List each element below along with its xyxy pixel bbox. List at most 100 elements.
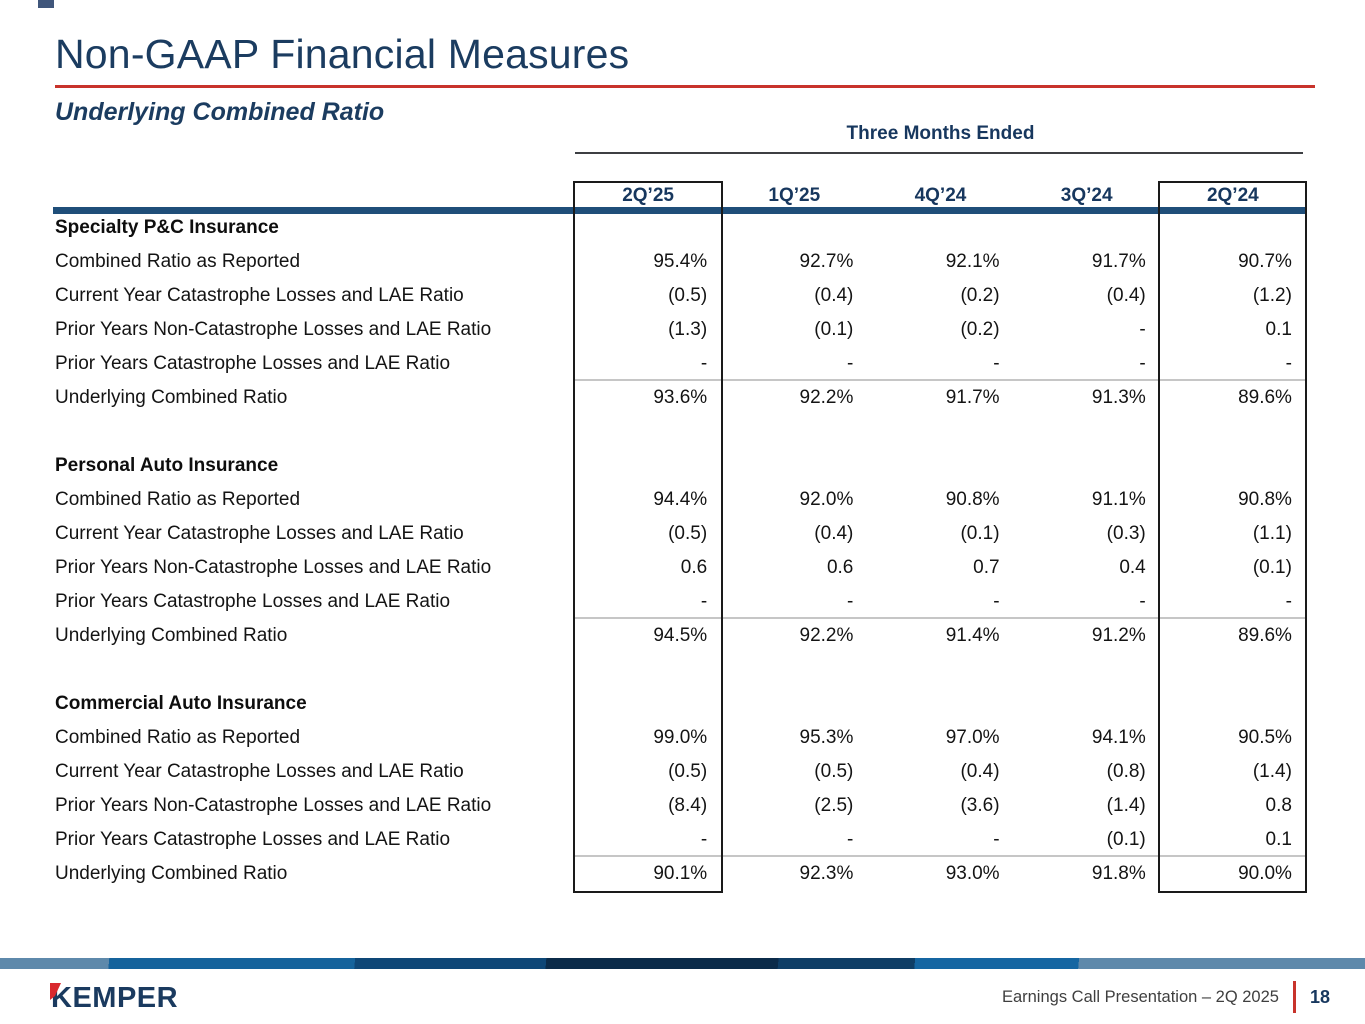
row-cells: - - - (0.1) 0.1	[575, 823, 1306, 857]
cell-value: 90.5%	[1238, 727, 1292, 748]
row-label: Combined Ratio as Reported	[55, 489, 301, 510]
period-header-underline	[575, 152, 1303, 154]
page-number: 18	[1309, 986, 1330, 1007]
row-label: Prior Years Non-Catastrophe Losses and L…	[55, 319, 492, 340]
cell-value: (1.2)	[1252, 285, 1292, 306]
subtitle: Underlying Combined Ratio	[55, 98, 385, 126]
cell-value: 90.8%	[1238, 489, 1292, 510]
cell-value: 92.0%	[799, 489, 854, 510]
table-row: Combined Ratio as Reported 99.0% 95.3% 97.0…	[55, 721, 1306, 755]
cell-value: -	[847, 591, 854, 612]
row-label: Combined Ratio as Reported	[55, 251, 301, 272]
cell-value: 0.6	[680, 557, 708, 578]
cell-value: -	[847, 829, 854, 850]
cell-value: (0.5)	[814, 761, 854, 782]
title-underline	[55, 85, 1315, 88]
table-body: Specialty P&C Insurance Combined Ratio as…	[55, 211, 1306, 891]
cell-value: -	[700, 829, 708, 850]
cell-value: 92.2%	[799, 625, 854, 646]
cell-value: (0.4)	[814, 523, 854, 544]
cell-value: (0.3)	[1106, 523, 1146, 544]
cell-value: -	[847, 353, 854, 374]
cell-value: 91.3%	[1091, 387, 1146, 408]
section-header-row: Personal Auto Insurance	[55, 449, 1306, 483]
table-row: Underlying Combined Ratio 94.5% 92.2% 91.4%…	[55, 619, 1306, 653]
row-cells: -----	[575, 585, 1306, 619]
row-label: Current Year Catastrophe Losses and LAE …	[55, 761, 464, 782]
cell-value: 93.0%	[945, 863, 1000, 884]
row-cells: 93.6% 92.2% 91.7% 91.3% 89.6%	[575, 381, 1306, 415]
cell-value: 0.4	[1119, 557, 1146, 578]
row-label: Prior Years Catastrophe Losses and LAE R…	[55, 591, 451, 612]
cell-value: 91.7%	[945, 387, 1000, 408]
cell-value: 95.3%	[799, 727, 854, 748]
row-label: Combined Ratio as Reported	[55, 727, 301, 748]
row-cells: (0.5) (0.5) (0.4) (0.8) (1.4)	[575, 755, 1306, 789]
cell-value: 95.4%	[653, 251, 708, 272]
table-row: Prior Years Non-Catastrophe Losses and L…	[55, 313, 1306, 347]
table-row: Underlying Combined Ratio 90.1% 92.3% 93.0%…	[55, 857, 1306, 891]
cell-value: 0.6	[826, 557, 854, 578]
table-row: Prior Years Non-Catastrophe Losses and L…	[55, 789, 1306, 823]
cell-value: 94.4%	[653, 489, 708, 510]
cell-value: 0.1	[1265, 319, 1292, 340]
column-header-1q25: 1Q’25	[768, 185, 821, 206]
cell-value: 91.1%	[1091, 489, 1146, 510]
row-cells: 95.4% 92.7% 92.1% 91.7% 90.7%	[575, 245, 1306, 279]
cell-value: -	[993, 591, 1000, 612]
section-header: Specialty P&C Insurance	[55, 217, 279, 238]
section-header-row: Commercial Auto Insurance	[55, 687, 1306, 721]
kemper-logo-red-wedge	[50, 983, 61, 1000]
cell-value: 91.8%	[1091, 863, 1146, 884]
cell-value: 92.1%	[945, 251, 1000, 272]
row-label: Underlying Combined Ratio	[55, 625, 288, 646]
table-row: Current Year Catastrophe Losses and LAE …	[55, 755, 1306, 789]
cell-value: (0.4)	[814, 285, 854, 306]
cell-value: 94.5%	[653, 625, 708, 646]
cell-value: -	[1285, 591, 1292, 612]
cell-value: (3.6)	[960, 795, 1000, 816]
cell-value: (1.4)	[1106, 795, 1146, 816]
row-cells: -----	[575, 347, 1306, 381]
cell-value: (0.1)	[814, 319, 854, 340]
row-label: Prior Years Non-Catastrophe Losses and L…	[55, 795, 492, 816]
cell-value: 91.7%	[1091, 251, 1146, 272]
row-cells: (0.5) (0.4) (0.2) (0.4) (1.2)	[575, 279, 1306, 313]
cell-value: 89.6%	[1238, 387, 1292, 408]
highlight-box-2q25-column	[573, 181, 723, 893]
cell-value: (0.5)	[668, 285, 708, 306]
cell-value: 92.2%	[799, 387, 854, 408]
cell-value: -	[700, 591, 708, 612]
footer-separator	[1292, 981, 1296, 1013]
row-label: Prior Years Non-Catastrophe Losses and L…	[55, 557, 492, 578]
row-label: Current Year Catastrophe Losses and LAE …	[55, 523, 464, 544]
cell-value: (1.1)	[1252, 523, 1292, 544]
cell-value: 92.3%	[799, 863, 854, 884]
row-cells: 0.6 0.6 0.7 0.4 (0.1)	[575, 551, 1306, 585]
cell-value: (0.1)	[1252, 557, 1292, 578]
section-header: Commercial Auto Insurance	[55, 693, 307, 714]
column-header-3q24: 3Q’24	[1060, 185, 1113, 206]
cell-value: 0.7	[973, 557, 1000, 578]
footer-stripe	[0, 958, 1365, 969]
table-row: Current Year Catastrophe Losses and LAE …	[55, 279, 1306, 313]
table-header-rule	[53, 207, 1305, 214]
cell-value: -	[700, 353, 708, 374]
cell-value: (0.1)	[1106, 829, 1146, 850]
kemper-logo: KEMPER	[50, 982, 178, 1013]
row-label: Prior Years Catastrophe Losses and LAE R…	[55, 829, 451, 850]
cell-value: 90.0%	[1238, 863, 1292, 884]
footer-right: Earnings Call Presentation – 2Q 2025 18	[1002, 980, 1330, 1014]
cell-value: (0.2)	[960, 285, 1000, 306]
column-header-2q24: 2Q’24	[1206, 185, 1259, 206]
cell-value: 97.0%	[945, 727, 1000, 748]
corner-accent-mark	[38, 0, 54, 8]
row-cells: 90.1% 92.3% 93.0% 91.8% 90.0%	[575, 857, 1306, 891]
table-row: Underlying Combined Ratio 93.6% 92.2% 91.7%…	[55, 381, 1306, 415]
column-header-2q25: 2Q’25	[622, 185, 674, 206]
row-cells: 94.4% 92.0% 90.8% 91.1% 90.8%	[575, 483, 1306, 517]
column-headers: 2Q’25 1Q’25 4Q’24 3Q’24 2Q’24	[575, 181, 1306, 211]
cell-value: (1.4)	[1252, 761, 1292, 782]
cell-value: (8.4)	[668, 795, 708, 816]
